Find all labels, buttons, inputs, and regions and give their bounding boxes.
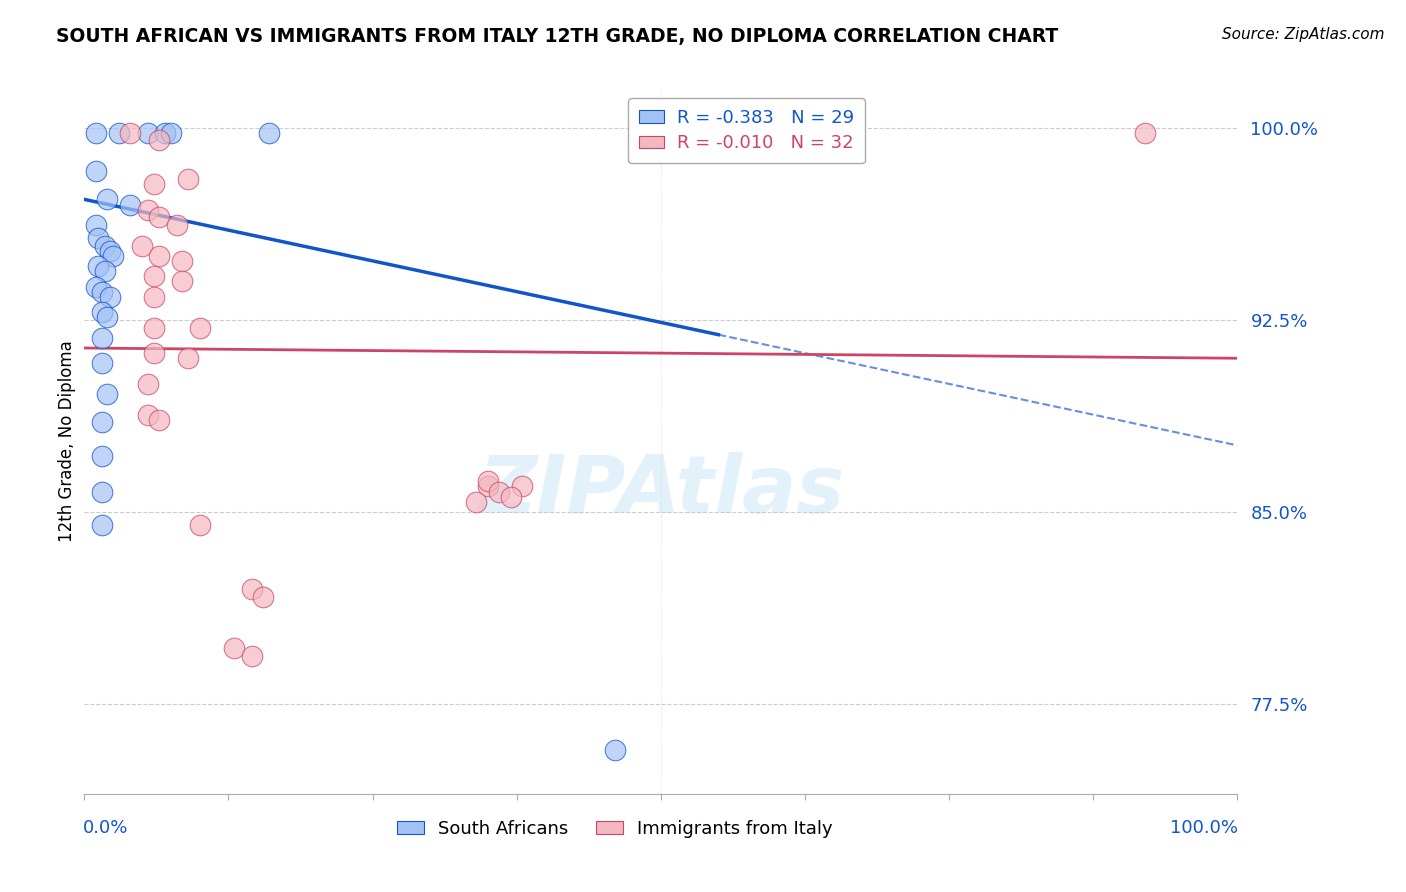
Point	[96, 193, 118, 207]
Point	[87, 231, 110, 245]
Y-axis label: 12th Grade, No Diploma: 12th Grade, No Diploma	[58, 341, 76, 542]
Point	[188, 517, 211, 532]
Point	[603, 743, 626, 757]
Point	[1133, 126, 1156, 140]
Point	[142, 269, 165, 284]
Point	[240, 648, 263, 663]
Point	[136, 126, 159, 140]
Point	[84, 164, 107, 178]
Point	[136, 376, 159, 391]
Text: 100.0%: 100.0%	[1170, 819, 1239, 837]
Point	[90, 331, 112, 345]
Point	[90, 484, 112, 499]
Point	[257, 126, 280, 140]
Point	[240, 582, 263, 596]
Text: SOUTH AFRICAN VS IMMIGRANTS FROM ITALY 12TH GRADE, NO DIPLOMA CORRELATION CHART: SOUTH AFRICAN VS IMMIGRANTS FROM ITALY 1…	[56, 27, 1059, 45]
Point	[153, 126, 176, 140]
Point	[499, 490, 522, 504]
Point	[90, 305, 112, 319]
Point	[488, 484, 510, 499]
Point	[120, 126, 142, 140]
Point	[84, 218, 107, 232]
Point	[136, 202, 159, 217]
Point	[148, 249, 170, 263]
Point	[120, 197, 142, 211]
Point	[142, 290, 165, 304]
Point	[103, 249, 124, 263]
Point	[142, 177, 165, 191]
Point	[87, 259, 110, 273]
Point	[465, 495, 488, 509]
Point	[136, 408, 159, 422]
Point	[90, 449, 112, 463]
Point	[142, 346, 165, 360]
Legend: South Africans, Immigrants from Italy: South Africans, Immigrants from Italy	[389, 813, 839, 845]
Point	[98, 244, 121, 258]
Point	[90, 285, 112, 299]
Point	[148, 211, 170, 225]
Point	[172, 274, 194, 288]
Point	[177, 351, 200, 366]
Point	[108, 126, 131, 140]
Point	[166, 218, 188, 232]
Point	[224, 640, 246, 655]
Point	[90, 356, 112, 370]
Point	[96, 387, 118, 401]
Point	[512, 479, 534, 493]
Point	[94, 264, 117, 278]
Point	[90, 415, 112, 429]
Point	[160, 126, 183, 140]
Point	[477, 479, 499, 493]
Point	[477, 475, 499, 489]
Text: Source: ZipAtlas.com: Source: ZipAtlas.com	[1222, 27, 1385, 42]
Point	[94, 238, 117, 252]
Point	[98, 290, 121, 304]
Point	[148, 133, 170, 147]
Point	[90, 517, 112, 532]
Point	[142, 320, 165, 334]
Point	[188, 320, 211, 334]
Point	[131, 238, 153, 252]
Point	[252, 590, 274, 604]
Point	[84, 279, 107, 293]
Point	[177, 172, 200, 186]
Point	[96, 310, 118, 325]
Point	[84, 126, 107, 140]
Point	[172, 253, 194, 268]
Text: 0.0%: 0.0%	[83, 819, 128, 837]
Text: ZIPAtlas: ZIPAtlas	[478, 452, 844, 530]
Point	[148, 413, 170, 427]
